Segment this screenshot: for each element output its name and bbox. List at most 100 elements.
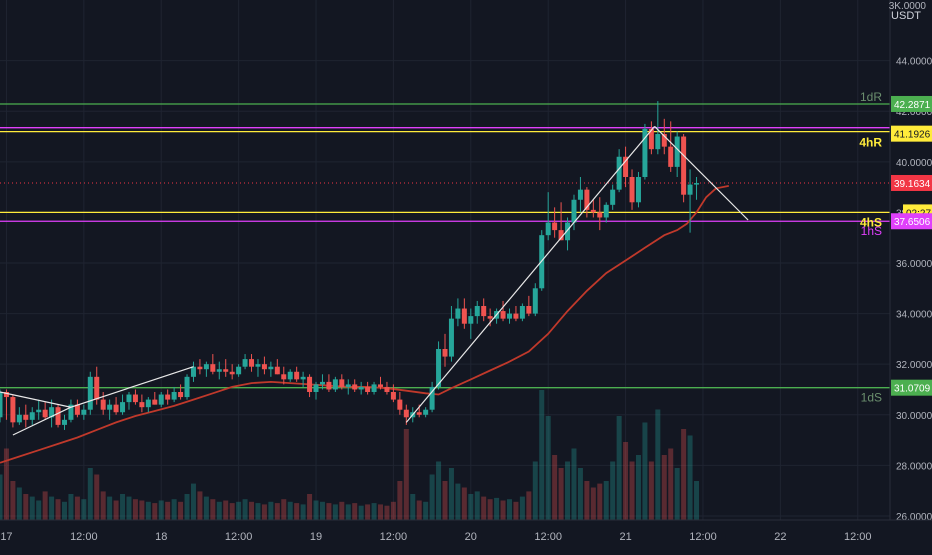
volume-bar: [668, 448, 674, 520]
time-tick-label[interactable]: 12:00: [225, 531, 253, 543]
candle: [616, 149, 622, 193]
volume-bar: [635, 455, 641, 520]
candle-body: [210, 364, 216, 372]
price-tick-label[interactable]: 28.0000: [896, 461, 932, 472]
time-tick-label[interactable]: 22: [774, 531, 786, 543]
candle: [436, 341, 442, 390]
candle: [42, 402, 48, 420]
volume-bar: [139, 500, 145, 520]
candle: [120, 394, 126, 415]
volume-bar: [210, 499, 216, 520]
time-tick-label[interactable]: 12:00: [380, 531, 408, 543]
candle-body: [61, 419, 67, 425]
candle-body: [571, 199, 577, 223]
price-tick-label[interactable]: 44.0000: [896, 57, 932, 68]
volume-bar: [184, 494, 190, 520]
price-tag: 31.0709: [891, 379, 932, 396]
volume-bar: [255, 503, 261, 520]
candle: [68, 399, 74, 423]
volume-bar: [216, 501, 222, 520]
candle: [326, 374, 332, 392]
time-tick-label[interactable]: 21: [619, 531, 631, 543]
volume-bar: [158, 500, 164, 520]
candle-body: [655, 134, 661, 150]
volume-bar: [448, 468, 454, 520]
candle-body: [242, 359, 248, 367]
volume-bar: [481, 496, 487, 520]
volume-bar: [126, 496, 132, 520]
time-tick-label[interactable]: 19: [310, 531, 322, 543]
volume-bar: [403, 429, 409, 520]
candle-body: [416, 412, 422, 415]
volume-bar: [648, 461, 654, 520]
volume-bar: [197, 491, 203, 520]
candle: [378, 376, 384, 390]
candle: [158, 392, 164, 408]
candle-body: [552, 222, 558, 231]
candle: [590, 199, 596, 218]
candle: [365, 381, 371, 395]
candle: [339, 374, 345, 390]
time-tick-label[interactable]: 12:00: [844, 531, 872, 543]
candle-body: [384, 386, 390, 392]
price-tag-box: [891, 213, 932, 230]
candle: [281, 366, 287, 385]
price-tick-label[interactable]: 36.0000: [896, 259, 932, 270]
candlesticks: [0, 101, 700, 430]
candle: [203, 361, 209, 377]
candle-body: [610, 189, 616, 205]
candle-body: [307, 376, 313, 392]
candle-body: [436, 349, 442, 387]
grid: [0, 0, 890, 520]
volume-bar: [61, 501, 67, 520]
price-tick-label[interactable]: 26.0000: [896, 512, 932, 523]
candle-body: [358, 386, 364, 390]
candle-body: [468, 316, 474, 324]
trend-line: [654, 125, 749, 221]
candle-body: [487, 316, 493, 319]
price-tick-label[interactable]: 30.0000: [896, 411, 932, 422]
candle: [610, 184, 616, 210]
price-tick-label[interactable]: 32.0000: [896, 360, 932, 371]
time-tick-label[interactable]: 20: [465, 531, 477, 543]
axis-header: 3K.0000 USDT: [889, 1, 927, 22]
candle-body: [216, 369, 222, 372]
candle: [178, 384, 184, 400]
price-tag: 39.1634: [891, 174, 932, 191]
price-axis[interactable]: 44.000042.000040.000038.000036.000034.00…: [889, 0, 932, 550]
candle: [629, 169, 635, 210]
candle: [681, 134, 687, 203]
unit-top-label: 3K.0000: [889, 1, 927, 12]
candle-body: [81, 409, 87, 415]
time-axis[interactable]: 17 12:00 18 12:00 19 12:00 20 12:00 21 12:00 22 12:…: [0, 519, 932, 550]
price-tick-label[interactable]: 34.0000: [896, 310, 932, 321]
candle: [577, 177, 583, 213]
candle-body: [287, 371, 293, 380]
candle-body: [597, 212, 603, 218]
volume-bar: [3, 448, 9, 520]
volume-bar: [132, 499, 138, 520]
price-tick-label[interactable]: 42.0000: [896, 107, 932, 118]
candle-body: [49, 407, 55, 418]
candle-body: [139, 402, 145, 408]
price-tag: 41.1926: [891, 125, 932, 142]
price-tick-label[interactable]: 40.0000: [896, 158, 932, 169]
volume-bar: [506, 499, 512, 520]
candle: [113, 397, 119, 415]
time-tick-label[interactable]: 12:00: [70, 531, 98, 543]
candle: [384, 381, 390, 395]
volume-bar: [152, 503, 158, 520]
time-tick-label[interactable]: 17: [0, 531, 12, 543]
time-tick-label[interactable]: 18: [155, 531, 167, 543]
candle-body: [390, 392, 396, 400]
candle-body: [236, 366, 242, 375]
time-tick-label[interactable]: 12:00: [689, 531, 717, 543]
candle-body: [577, 189, 583, 200]
time-tick-label[interactable]: 12:00: [534, 531, 562, 543]
volume-bar: [326, 503, 332, 520]
volume-bar: [345, 504, 351, 520]
candle: [635, 171, 641, 208]
volume-bars: [0, 390, 700, 520]
